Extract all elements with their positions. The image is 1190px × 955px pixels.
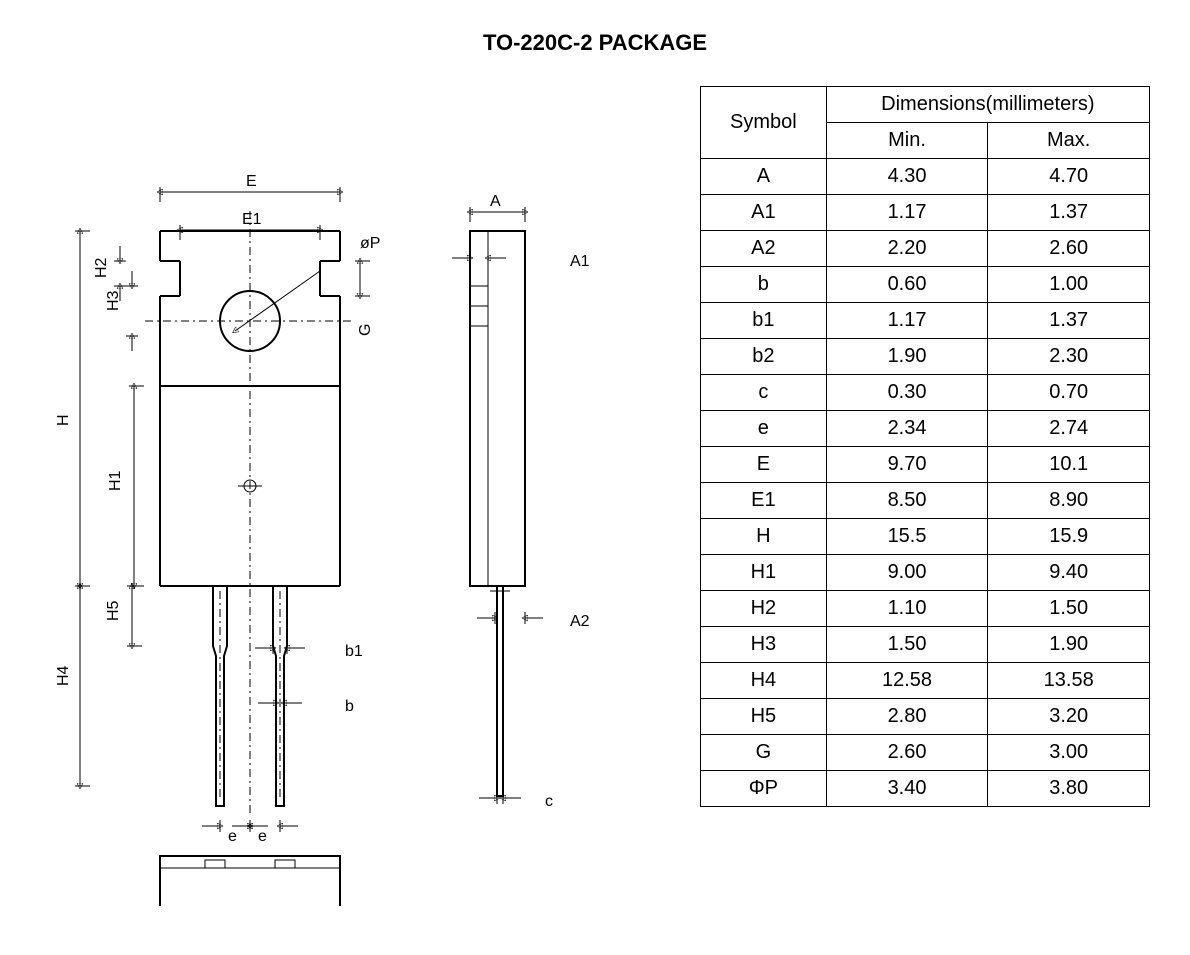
cell-min: 1.50 <box>826 627 988 663</box>
table-row: H21.101.50 <box>701 591 1150 627</box>
cell-min: 8.50 <box>826 483 988 519</box>
table-row: A22.202.60 <box>701 231 1150 267</box>
svg-text:H: H <box>55 414 72 426</box>
cell-max: 3.80 <box>988 771 1150 807</box>
table-row: b11.171.37 <box>701 303 1150 339</box>
cell-max: 9.40 <box>988 555 1150 591</box>
cell-min: 1.10 <box>826 591 988 627</box>
cell-symbol: G <box>701 735 827 771</box>
svg-text:H2: H2 <box>93 257 110 278</box>
svg-text:A1: A1 <box>570 253 590 270</box>
cell-max: 2.74 <box>988 411 1150 447</box>
cell-min: 9.70 <box>826 447 988 483</box>
cell-min: 12.58 <box>826 663 988 699</box>
svg-text:A: A <box>490 193 501 210</box>
svg-text:b1: b1 <box>345 643 363 660</box>
cell-symbol: b <box>701 267 827 303</box>
cell-symbol: A1 <box>701 195 827 231</box>
cell-symbol: E1 <box>701 483 827 519</box>
cell-symbol: c <box>701 375 827 411</box>
svg-text:E1: E1 <box>242 211 262 228</box>
svg-text:H1: H1 <box>107 470 124 491</box>
table-row: E18.508.90 <box>701 483 1150 519</box>
table-row: H19.009.40 <box>701 555 1150 591</box>
cell-max: 0.70 <box>988 375 1150 411</box>
cell-max: 4.70 <box>988 159 1150 195</box>
cell-symbol: b2 <box>701 339 827 375</box>
cell-max: 13.58 <box>988 663 1150 699</box>
col-dims: Dimensions(millimeters) <box>826 87 1149 123</box>
table-row: e2.342.74 <box>701 411 1150 447</box>
cell-max: 15.9 <box>988 519 1150 555</box>
cell-min: 2.20 <box>826 231 988 267</box>
table-row: A11.171.37 <box>701 195 1150 231</box>
cell-max: 1.00 <box>988 267 1150 303</box>
svg-text:e: e <box>228 828 237 845</box>
cell-min: 15.5 <box>826 519 988 555</box>
cell-min: 1.17 <box>826 195 988 231</box>
svg-text:b: b <box>345 698 354 715</box>
cell-symbol: H1 <box>701 555 827 591</box>
table-row: b21.902.30 <box>701 339 1150 375</box>
cell-max: 1.37 <box>988 195 1150 231</box>
cell-max: 1.90 <box>988 627 1150 663</box>
svg-text:E: E <box>246 173 257 190</box>
cell-min: 9.00 <box>826 555 988 591</box>
cell-min: 2.80 <box>826 699 988 735</box>
col-max: Max. <box>988 123 1150 159</box>
cell-max: 8.90 <box>988 483 1150 519</box>
cell-max: 3.20 <box>988 699 1150 735</box>
col-min: Min. <box>826 123 988 159</box>
svg-text:c: c <box>545 793 553 810</box>
cell-symbol: H5 <box>701 699 827 735</box>
cell-min: 3.40 <box>826 771 988 807</box>
cell-min: 2.34 <box>826 411 988 447</box>
cell-max: 1.50 <box>988 591 1150 627</box>
cell-max: 1.37 <box>988 303 1150 339</box>
svg-text:H4: H4 <box>55 665 72 686</box>
svg-text:G: G <box>357 324 374 336</box>
table-row: G2.603.00 <box>701 735 1150 771</box>
cell-symbol: b1 <box>701 303 827 339</box>
page-title: TO-220C-2 PACKAGE <box>40 30 1150 56</box>
cell-max: 2.30 <box>988 339 1150 375</box>
cell-min: 1.90 <box>826 339 988 375</box>
cell-max: 2.60 <box>988 231 1150 267</box>
svg-text:e: e <box>258 828 267 845</box>
cell-symbol: H4 <box>701 663 827 699</box>
cell-symbol: A2 <box>701 231 827 267</box>
cell-min: 1.17 <box>826 303 988 339</box>
col-symbol: Symbol <box>701 87 827 159</box>
svg-text:H5: H5 <box>105 600 122 621</box>
cell-max: 3.00 <box>988 735 1150 771</box>
cell-symbol: e <box>701 411 827 447</box>
table-row: H52.803.20 <box>701 699 1150 735</box>
cell-symbol: A <box>701 159 827 195</box>
dimensions-table: Symbol Dimensions(millimeters) Min. Max.… <box>700 86 1150 807</box>
cell-symbol: ΦP <box>701 771 827 807</box>
table-row: ΦP3.403.80 <box>701 771 1150 807</box>
table-row: A4.304.70 <box>701 159 1150 195</box>
cell-symbol: H <box>701 519 827 555</box>
cell-symbol: E <box>701 447 827 483</box>
table-row: c0.300.70 <box>701 375 1150 411</box>
cell-min: 2.60 <box>826 735 988 771</box>
cell-min: 0.30 <box>826 375 988 411</box>
cell-min: 4.30 <box>826 159 988 195</box>
table-row: b0.601.00 <box>701 267 1150 303</box>
cell-symbol: H2 <box>701 591 827 627</box>
table-row: H412.5813.58 <box>701 663 1150 699</box>
svg-text:øP: øP <box>360 235 380 252</box>
cell-symbol: H3 <box>701 627 827 663</box>
cell-min: 0.60 <box>826 267 988 303</box>
svg-text:A2: A2 <box>570 613 590 630</box>
table-row: E9.7010.1 <box>701 447 1150 483</box>
package-diagram: 12EE1øPGHH1H4H5H2H3b1beeAA1A2c <box>40 86 660 911</box>
cell-max: 10.1 <box>988 447 1150 483</box>
table-row: H15.515.9 <box>701 519 1150 555</box>
svg-text:H3: H3 <box>105 290 122 311</box>
table-row: H31.501.90 <box>701 627 1150 663</box>
